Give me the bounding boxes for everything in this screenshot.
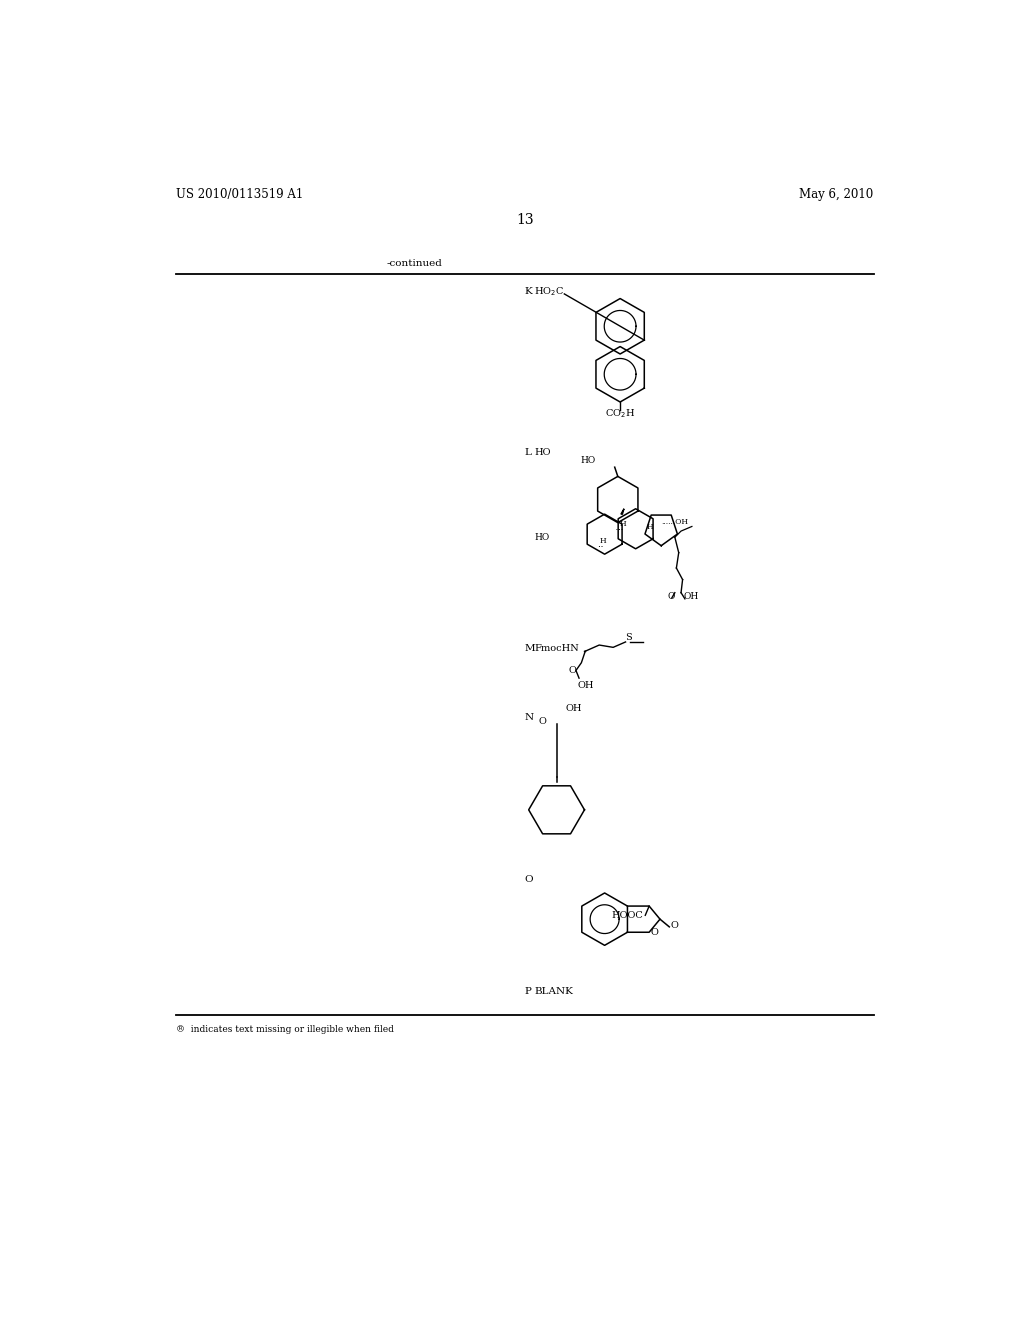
Text: ......OH: ......OH [662, 519, 688, 527]
Text: H: H [647, 523, 653, 531]
Text: H: H [620, 520, 626, 528]
Text: US 2010/0113519 A1: US 2010/0113519 A1 [176, 189, 303, 202]
Text: O: O [524, 875, 532, 884]
Text: May 6, 2010: May 6, 2010 [800, 189, 873, 202]
Text: S: S [626, 632, 632, 642]
Text: ®  indicates text missing or illegible when filed: ® indicates text missing or illegible wh… [176, 1026, 394, 1035]
Text: O: O [667, 591, 675, 601]
Text: O: O [539, 717, 547, 726]
Text: K: K [524, 286, 531, 296]
Text: HO: HO [535, 532, 549, 541]
Text: BLANK: BLANK [535, 987, 573, 995]
Text: P: P [524, 987, 530, 995]
Text: L: L [524, 447, 530, 457]
Text: OH: OH [566, 705, 583, 713]
Polygon shape [621, 508, 624, 515]
Text: O: O [568, 665, 577, 675]
Text: OH: OH [578, 681, 594, 690]
Text: -continued: -continued [387, 259, 442, 268]
Text: HO$_2$C: HO$_2$C [535, 285, 564, 298]
Text: HO: HO [581, 455, 596, 465]
Text: OH: OH [683, 591, 698, 601]
Text: N: N [524, 714, 534, 722]
Text: H: H [599, 537, 606, 545]
Text: 13: 13 [516, 213, 534, 227]
Text: O: O [650, 928, 658, 937]
Text: FmocHN: FmocHN [535, 644, 579, 653]
Text: CO$_2$H: CO$_2$H [605, 407, 635, 420]
Text: HO: HO [535, 447, 551, 457]
Text: HOOC: HOOC [611, 911, 643, 920]
Text: M: M [524, 644, 535, 653]
Text: O: O [671, 921, 679, 931]
